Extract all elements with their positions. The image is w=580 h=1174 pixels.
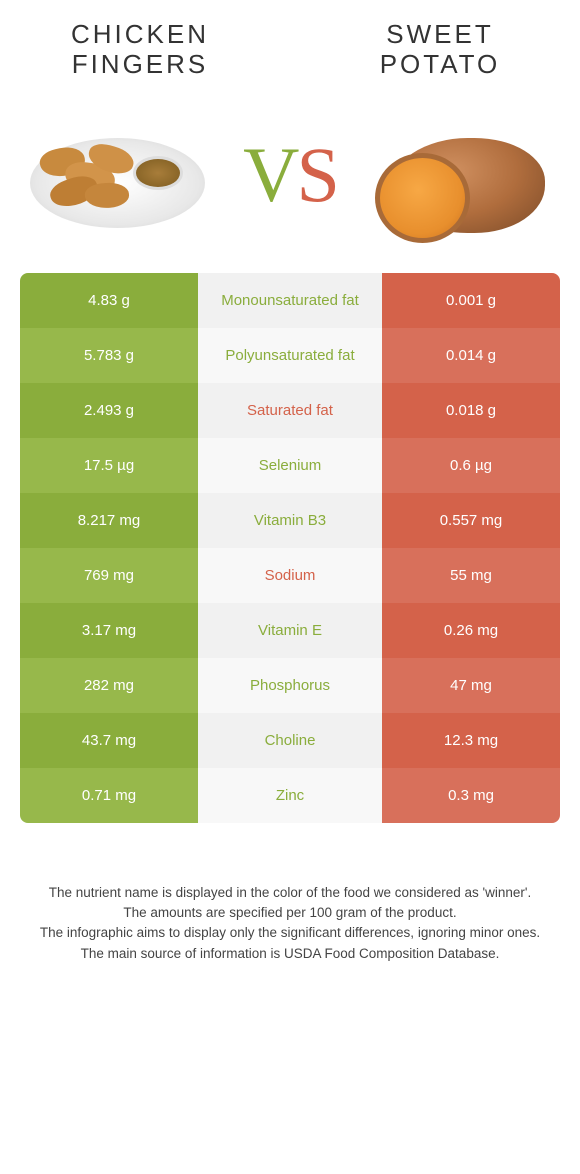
- right-value: 0.018 g: [382, 383, 560, 438]
- table-row: 3.17 mgVitamin E0.26 mg: [20, 603, 560, 658]
- nutrient-label: Monounsaturated fat: [198, 273, 382, 328]
- table-row: 43.7 mgCholine12.3 mg: [20, 713, 560, 768]
- footnote-line: The infographic aims to display only the…: [30, 923, 550, 943]
- left-food-title: Chicken fingers: [40, 20, 240, 80]
- right-value: 0.014 g: [382, 328, 560, 383]
- nutrient-label: Phosphorus: [198, 658, 382, 713]
- right-value: 12.3 mg: [382, 713, 560, 768]
- right-food-image: [375, 108, 550, 243]
- right-value: 0.557 mg: [382, 493, 560, 548]
- table-row: 8.217 mgVitamin B30.557 mg: [20, 493, 560, 548]
- nutrient-label: Selenium: [198, 438, 382, 493]
- table-row: 5.783 gPolyunsaturated fat0.014 g: [20, 328, 560, 383]
- footnote-line: The nutrient name is displayed in the co…: [30, 883, 550, 903]
- table-row: 4.83 gMonounsaturated fat0.001 g: [20, 273, 560, 328]
- left-value: 3.17 mg: [20, 603, 198, 658]
- right-value: 0.3 mg: [382, 768, 560, 823]
- nutrient-label: Sodium: [198, 548, 382, 603]
- nutrient-table: 4.83 gMonounsaturated fat0.001 g5.783 gP…: [20, 273, 560, 823]
- left-value: 282 mg: [20, 658, 198, 713]
- right-value: 0.6 µg: [382, 438, 560, 493]
- footnote-line: The main source of information is USDA F…: [30, 944, 550, 964]
- vs-v: V: [243, 131, 296, 218]
- table-row: 2.493 gSaturated fat0.018 g: [20, 383, 560, 438]
- right-value: 55 mg: [382, 548, 560, 603]
- titles-row: Chicken fingers Sweet potato: [0, 0, 580, 90]
- right-food-title: Sweet potato: [340, 20, 540, 80]
- left-value: 0.71 mg: [20, 768, 198, 823]
- nutrient-label: Vitamin E: [198, 603, 382, 658]
- footnote-line: The amounts are specified per 100 gram o…: [30, 903, 550, 923]
- nutrient-label: Vitamin B3: [198, 493, 382, 548]
- left-value: 17.5 µg: [20, 438, 198, 493]
- left-value: 769 mg: [20, 548, 198, 603]
- footnotes: The nutrient name is displayed in the co…: [30, 883, 550, 964]
- vs-s: S: [296, 131, 336, 218]
- left-value: 43.7 mg: [20, 713, 198, 768]
- right-value: 0.001 g: [382, 273, 560, 328]
- left-value: 2.493 g: [20, 383, 198, 438]
- left-value: 5.783 g: [20, 328, 198, 383]
- nutrient-label: Choline: [198, 713, 382, 768]
- nutrient-label: Saturated fat: [198, 383, 382, 438]
- table-row: 0.71 mgZinc0.3 mg: [20, 768, 560, 823]
- hero-row: VS: [0, 90, 580, 273]
- nutrient-label: Zinc: [198, 768, 382, 823]
- table-row: 17.5 µgSelenium0.6 µg: [20, 438, 560, 493]
- left-value: 8.217 mg: [20, 493, 198, 548]
- nutrient-label: Polyunsaturated fat: [198, 328, 382, 383]
- right-value: 47 mg: [382, 658, 560, 713]
- table-row: 769 mgSodium55 mg: [20, 548, 560, 603]
- right-value: 0.26 mg: [382, 603, 560, 658]
- table-row: 282 mgPhosphorus47 mg: [20, 658, 560, 713]
- vs-label: VS: [243, 130, 337, 220]
- left-food-image: [30, 108, 205, 243]
- left-value: 4.83 g: [20, 273, 198, 328]
